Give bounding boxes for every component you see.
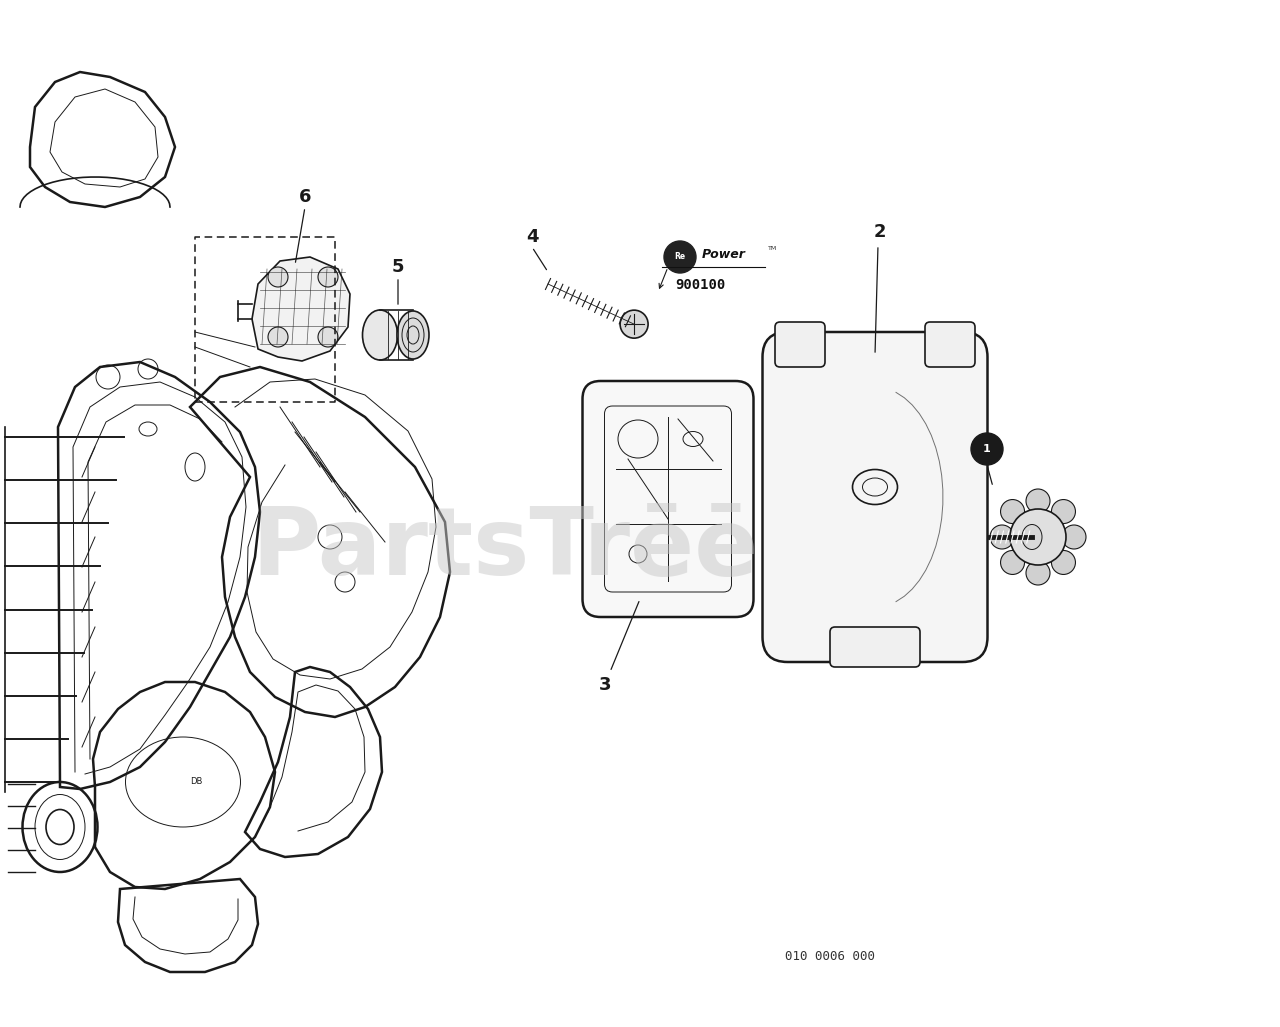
Text: 010 0006 000: 010 0006 000: [785, 951, 876, 963]
Text: Re: Re: [675, 253, 686, 262]
FancyBboxPatch shape: [582, 381, 754, 617]
FancyBboxPatch shape: [829, 627, 920, 667]
Text: TM: TM: [768, 246, 777, 252]
Ellipse shape: [362, 310, 398, 360]
Text: 4: 4: [526, 228, 539, 246]
Circle shape: [664, 241, 696, 273]
Text: 5: 5: [392, 258, 404, 276]
Circle shape: [1027, 561, 1050, 585]
Circle shape: [1001, 499, 1024, 524]
Text: 6: 6: [298, 188, 311, 206]
Circle shape: [1051, 550, 1075, 574]
Circle shape: [1027, 489, 1050, 514]
Ellipse shape: [1021, 525, 1042, 549]
Circle shape: [317, 327, 338, 347]
Circle shape: [989, 525, 1014, 549]
Polygon shape: [252, 257, 349, 362]
Circle shape: [1001, 550, 1024, 574]
FancyBboxPatch shape: [925, 322, 975, 367]
Text: 3: 3: [599, 676, 612, 694]
Text: DB: DB: [189, 777, 202, 787]
Text: 1: 1: [983, 444, 991, 454]
Circle shape: [268, 327, 288, 347]
Circle shape: [1062, 525, 1085, 549]
Circle shape: [268, 267, 288, 287]
Circle shape: [620, 310, 648, 338]
Text: 2: 2: [874, 223, 886, 241]
FancyBboxPatch shape: [763, 332, 987, 662]
Ellipse shape: [397, 311, 429, 359]
Text: Power: Power: [701, 249, 746, 262]
Text: PartsTrēē: PartsTrēē: [251, 503, 759, 595]
FancyBboxPatch shape: [774, 322, 826, 367]
Circle shape: [317, 267, 338, 287]
Circle shape: [1010, 509, 1066, 565]
Text: 900100: 900100: [675, 278, 726, 292]
Circle shape: [1051, 499, 1075, 524]
Circle shape: [972, 433, 1004, 465]
